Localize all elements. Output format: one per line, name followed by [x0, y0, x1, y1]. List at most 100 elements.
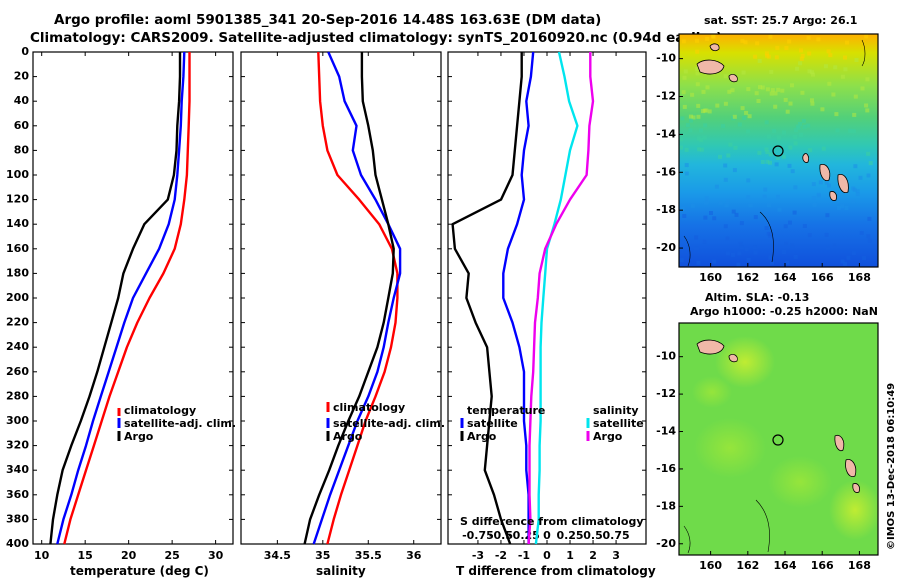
- sst-pixel: [866, 151, 871, 156]
- sst-pixel: [783, 97, 788, 102]
- sst-pixel: [821, 146, 826, 151]
- map-y-tick-label: -10: [656, 350, 676, 363]
- sst-pixel: [793, 128, 798, 133]
- sst-pixel: [732, 114, 737, 119]
- sst-pixel: [810, 101, 815, 106]
- sst-pixel: [865, 77, 870, 82]
- sst-pixel: [721, 124, 725, 129]
- profile-location-marker: [772, 145, 784, 157]
- island-shape: [728, 353, 738, 363]
- sst-pixel: [800, 53, 805, 58]
- temperature-xlabel: temperature (deg C): [70, 564, 209, 578]
- contour-line: [759, 211, 774, 263]
- sst-pixel: [723, 224, 728, 229]
- sst-pixel: [864, 103, 869, 108]
- s-tick-label: -0.25: [508, 529, 540, 542]
- sst-pixel: [851, 199, 856, 204]
- sst-pixel: [824, 180, 829, 185]
- t-difference-xlabel: T difference from climatology: [456, 564, 656, 578]
- sst-pixel: [799, 48, 803, 53]
- sst-pixel: [846, 255, 851, 260]
- sst-pixel: [723, 163, 728, 168]
- series-line-t-satellite: [502, 51, 535, 544]
- salinity-axes-frame: [240, 51, 442, 545]
- sst-pixel: [741, 70, 746, 75]
- sst-pixel: [733, 145, 738, 150]
- legend-climatology-label: climatology: [333, 401, 405, 414]
- sst-pixel: [705, 199, 710, 204]
- sst-pixel: [757, 59, 762, 63]
- legend-s-satellite-label: satellite: [593, 417, 644, 430]
- difference-panel: -3 -2 -1 0 1 2 3-0.75-0.5-0.25 0 0.25 0.5 0.75 S d…: [447, 51, 656, 578]
- sst-pixel: [836, 205, 841, 210]
- sst-pixel: [705, 36, 710, 41]
- sst-pixel: [826, 49, 831, 54]
- y-tick-label: 340: [6, 463, 29, 476]
- sst-pixel: [703, 123, 708, 128]
- island-shape: [802, 153, 809, 163]
- sst-pixel: [766, 231, 771, 236]
- sst-pixel: [827, 183, 831, 188]
- sst-pixel: [683, 69, 688, 74]
- sst-pixel: [679, 145, 683, 150]
- map-y-tick-label: -12: [656, 387, 676, 400]
- sla-map-title-2: Argo h1000: -0.25 h2000: NaN: [690, 305, 878, 318]
- salinity-xlabel: salinity: [316, 564, 366, 578]
- contour-line: [683, 235, 691, 267]
- sst-pixel: [833, 65, 838, 70]
- difference-legend: temperature satellite Argo salinity sate…: [460, 404, 644, 443]
- sst-pixel: [734, 212, 739, 217]
- sst-pixel: [744, 247, 749, 251]
- sst-pixel: [824, 232, 829, 237]
- sst-pixel: [702, 239, 707, 244]
- series-line-s-argo: [527, 52, 595, 545]
- y-tick-label: 240: [6, 340, 29, 353]
- x-tick-label: 35.5: [355, 549, 382, 562]
- sst-pixel: [825, 213, 830, 218]
- map-x-tick-label: 166: [811, 559, 834, 572]
- sst-pixel: [760, 160, 765, 164]
- sst-pixel: [695, 49, 700, 54]
- sst-pixel: [793, 185, 798, 190]
- sst-pixel: [867, 216, 872, 221]
- sst-pixel: [723, 177, 728, 182]
- sst-pixel: [854, 58, 859, 62]
- x-tick-label: 34.5: [264, 549, 291, 562]
- sla-map-title-1: Altim. SLA: -0.13: [705, 291, 809, 304]
- sst-pixel: [775, 156, 780, 160]
- sst-pixel: [681, 39, 686, 44]
- sst-pixel: [840, 259, 845, 264]
- sst-pixel: [725, 236, 730, 241]
- legend-argo-label: Argo: [124, 430, 154, 443]
- sst-pixel: [866, 173, 871, 178]
- sst-pixel: [790, 169, 795, 174]
- map-x-tick-label: 160: [699, 559, 722, 572]
- sst-pixel: [737, 122, 742, 127]
- y-tick-label: 300: [6, 414, 29, 427]
- sst-pixel: [768, 160, 772, 165]
- island-shape: [834, 434, 845, 452]
- sst-pixel: [776, 135, 781, 140]
- sst-pixel: [867, 238, 872, 243]
- sst-pixel: [868, 161, 873, 166]
- sst-pixel: [712, 259, 717, 264]
- sst-pixel: [757, 150, 762, 155]
- sst-pixel: [788, 145, 793, 150]
- imos-watermark: ©IMOS 13-Dec-2018 06:10:49: [886, 383, 897, 550]
- sst-pixel: [793, 254, 798, 259]
- sla-islands: [696, 339, 860, 493]
- sst-pixel: [679, 137, 683, 142]
- sst-pixel: [818, 180, 823, 185]
- contour-line: [683, 525, 691, 554]
- sla-anomaly-blob: [694, 418, 766, 478]
- sst-pixel: [739, 221, 744, 226]
- s-tick-label: 0.75: [602, 529, 629, 542]
- sst-pixel: [731, 253, 735, 257]
- sst-pixel: [696, 260, 701, 265]
- sla-anomaly-blob: [768, 456, 832, 508]
- sst-pixel: [762, 194, 767, 199]
- sst-pixel: [769, 69, 774, 74]
- sst-pixel: [739, 245, 744, 250]
- sst-pixel: [694, 66, 699, 71]
- sst-pixel: [840, 204, 845, 209]
